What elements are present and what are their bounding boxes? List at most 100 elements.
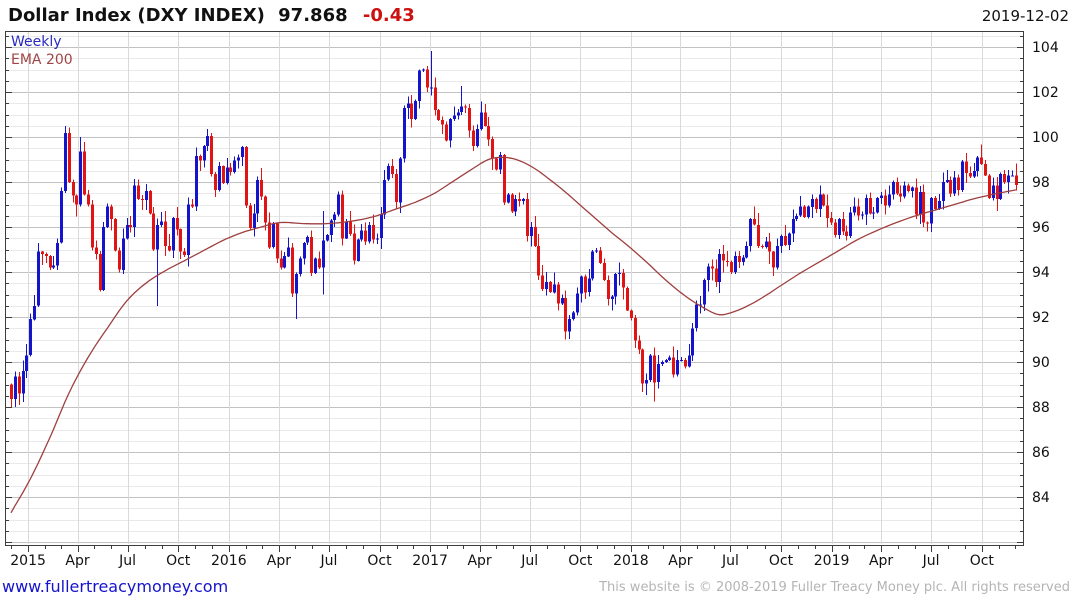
candle-body-up [999,174,1002,199]
candle-body-down [761,246,764,248]
axes [5,31,1024,552]
candle-body-down [537,246,540,276]
x-tick-label: Apr [668,553,692,569]
candle-body-down [899,193,902,197]
candle-body-up [60,191,63,243]
candle-body-down [464,106,467,108]
candle-body-down [641,349,644,384]
candle-body-down [822,194,825,206]
quote-date: 2019-12-02 [981,7,1069,25]
candle-body-up [707,266,710,280]
candle-body-down [152,213,155,250]
candle-body-up [326,234,329,241]
candle-body-up [241,147,244,158]
candle-body-up [961,161,964,190]
candle-body-up [530,227,533,236]
candle-body-down [87,194,90,205]
x-tick-label: 2016 [211,553,247,569]
candle-body-up [237,157,240,161]
candle-body-up [892,182,895,195]
candle-body-down [503,155,506,203]
candle-body-up [888,194,891,206]
candle-body-down [922,192,925,223]
candle-body-down [915,187,918,215]
x-tick-label: Oct [970,553,995,569]
candle-body-down [845,231,848,236]
candle-body-up [849,212,852,236]
x-tick-label: Apr [65,553,89,569]
candle-body-down [10,384,13,400]
last-price: 97.868 [278,5,348,26]
candle-body-down [622,273,625,288]
candle-body-up [145,191,148,200]
y-tick-label: 102 [1032,85,1059,101]
candle-body-down [68,132,71,182]
candle-body-down [149,191,152,214]
candle-body-up [407,103,410,108]
candle-body-up [380,214,383,239]
candle-body-up [287,247,290,257]
candle-body-down [95,247,98,254]
candle-body-up [880,195,883,198]
gridlines [6,32,1022,544]
candle-body-down [634,318,637,341]
candlesticks [10,51,1018,408]
candle-body-up [29,319,32,356]
candle-body-down [815,198,818,209]
candle-body-up [303,242,306,259]
candle-body-down [896,182,899,194]
candle-body-up [853,206,856,213]
candle-body-up [14,376,17,400]
candle-body-up [838,219,841,235]
candle-body-down [907,185,910,191]
candle-body-down [526,198,529,236]
candle-body-up [668,357,671,360]
candle-body-up [295,274,298,294]
chart-legend: Weekly EMA 200 [11,33,73,69]
candle-body-up [703,279,706,305]
candle-body-up [792,219,795,234]
candle-body-down [264,196,267,223]
candle-body-down [268,222,271,248]
y-tick-label: 84 [1032,490,1050,506]
candle-body-down [549,282,552,293]
candle-body-down [99,254,102,290]
y-tick-label: 86 [1032,445,1050,461]
candle-body-up [460,106,463,113]
copyright-notice: This website is © 2008-2019 Fuller Treac… [599,580,1070,595]
candle-body-down [541,275,544,289]
candle-body-down [757,224,760,247]
candle-body-up [976,157,979,171]
candle-body-down [364,230,367,242]
candle-body-up [187,204,190,256]
candle-body-up [195,156,198,207]
candle-body-up [973,170,976,177]
y-tick-label: 88 [1032,400,1050,416]
candle-body-down [984,164,987,176]
candle-body-down [684,359,687,367]
x-tick-label: 2018 [613,553,649,569]
candle-body-down [341,194,344,239]
candle-body-down [437,110,440,121]
candle-body-up [861,214,864,216]
candle-body-down [768,241,771,252]
candle-body-down [495,158,498,170]
candle-body-down [349,221,352,234]
candle-body-up [414,101,417,119]
candle-body-up [649,355,652,380]
candle-body-down [183,251,186,256]
candle-body-up [938,201,941,209]
candle-body-up [1007,175,1010,182]
candle-body-up [383,179,386,215]
candle-body-up [591,251,594,279]
candle-body-up [418,70,421,101]
candle-body-up [306,237,309,243]
x-tick-label: Apr [267,553,291,569]
candle-body-down [564,297,567,332]
candle-body-up [25,355,28,372]
site-link[interactable]: www.fullertreacymoney.com [2,577,229,596]
candle-body-down [980,157,983,164]
candle-body-up [314,258,317,274]
candle-body-down [834,222,837,235]
candle-body-up [865,197,868,215]
